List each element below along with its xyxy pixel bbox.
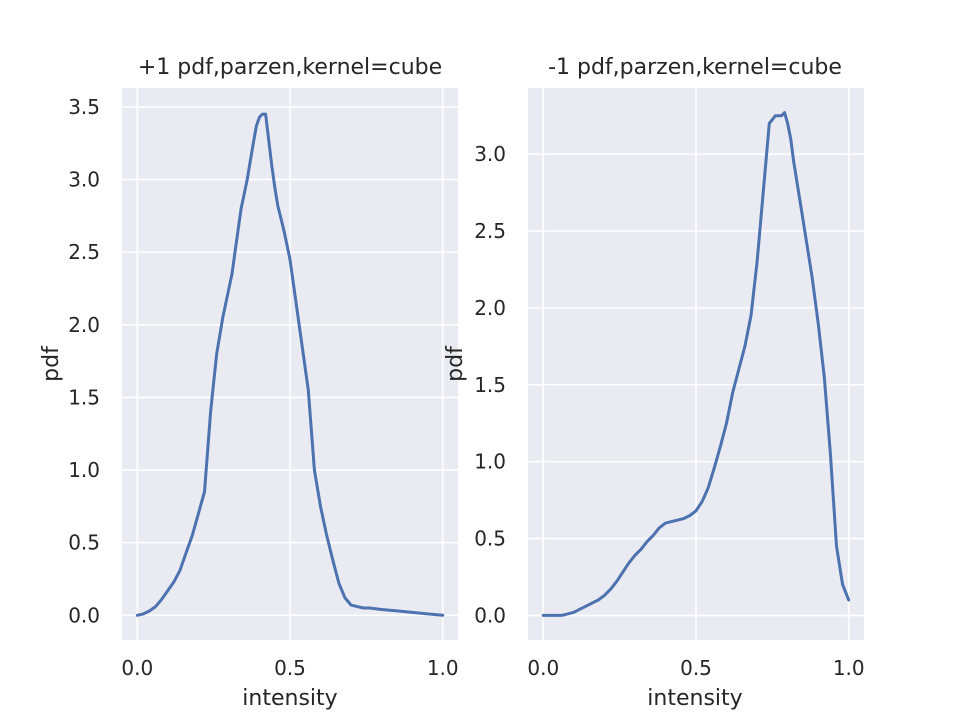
y-tick-labels: 0.0 0.5 1.0 1.5 2.0 2.5 3.0 3.5	[68, 95, 100, 627]
x-tick-labels: 0.0 0.5 1.0	[121, 656, 458, 680]
subplot-left: 0.0 0.5 1.0 0.0 0.5 1.0 1.5 2.0 2.5 3.0 3.5 +1 pd…	[39, 55, 459, 711]
y-tick-label: 1.5	[474, 373, 506, 397]
y-tick-labels: 0.0 0.5 1.0 1.5 2.0 2.5 3.0	[474, 142, 506, 627]
y-tick-label: 2.5	[474, 219, 506, 243]
y-tick-label: 3.0	[68, 168, 100, 192]
pdf-line	[135, 112, 445, 617]
x-tick-label: 1.0	[427, 656, 459, 680]
y-tick-label: 1.0	[68, 458, 100, 482]
y-tick-label: 0.5	[474, 527, 506, 551]
y-tick-label: 1.0	[474, 450, 506, 474]
x-tick-label: 0.5	[680, 656, 712, 680]
subplot-right: 0.0 0.5 1.0 0.0 0.5 1.0 1.5 2.0 2.5 3.0 -1 pdf,p…	[443, 55, 865, 711]
y-tick-label: 2.5	[68, 240, 100, 264]
x-tick-label: 1.0	[833, 656, 865, 680]
y-axis-label: pdf	[443, 345, 468, 382]
x-axis-label: intensity	[647, 686, 742, 711]
grid	[122, 88, 458, 640]
y-tick-label: 1.5	[68, 385, 100, 409]
y-tick-label: 0.5	[68, 531, 100, 555]
x-tick-labels: 0.0 0.5 1.0	[527, 656, 864, 680]
y-tick-label: 0.0	[68, 603, 100, 627]
x-tick-label: 0.5	[274, 656, 306, 680]
y-axis-label: pdf	[39, 345, 64, 382]
x-tick-label: 0.0	[527, 656, 559, 680]
y-tick-label: 3.5	[68, 95, 100, 119]
x-tick-label: 0.0	[121, 656, 153, 680]
y-tick-label: 2.0	[474, 296, 506, 320]
y-tick-label: 2.0	[68, 313, 100, 337]
chart-title: +1 pdf,parzen,kernel=cube	[138, 55, 442, 80]
x-axis-label: intensity	[242, 686, 337, 711]
chart-title: -1 pdf,parzen,kernel=cube	[548, 55, 842, 80]
pdf-line	[541, 111, 851, 617]
grid	[528, 88, 864, 640]
y-tick-label: 3.0	[474, 142, 506, 166]
y-tick-label: 0.0	[474, 603, 506, 627]
